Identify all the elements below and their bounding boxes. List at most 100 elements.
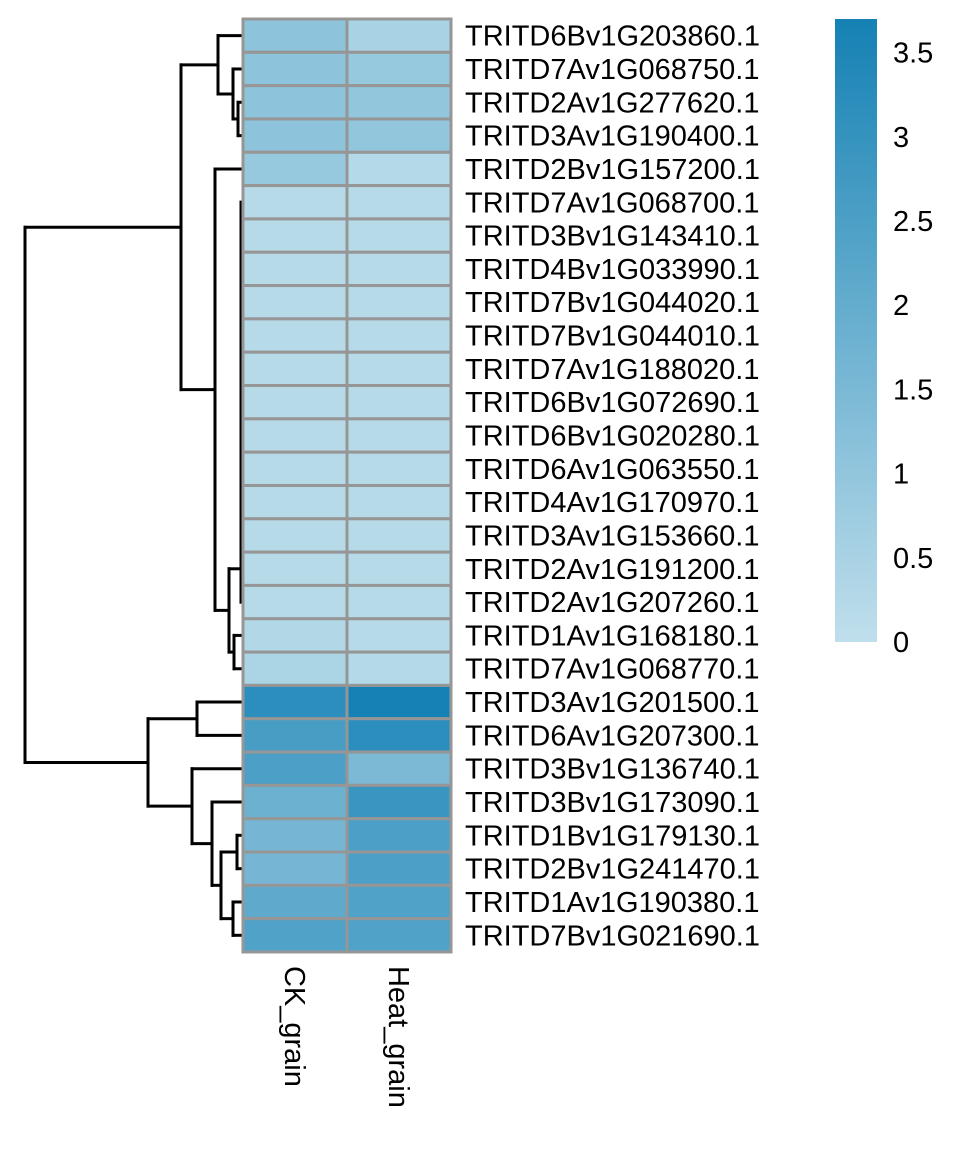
heatmap-cell	[241, 517, 349, 554]
heatmap-cell	[345, 84, 453, 121]
heatmap-cell	[241, 683, 349, 721]
heatmap-cell	[241, 817, 349, 854]
heatmap-cell	[345, 483, 453, 521]
row-label: TRITD1Bv1G179130.1	[465, 820, 760, 852]
heatmap-cell	[241, 250, 349, 288]
heatmap-cell	[345, 750, 453, 787]
heatmap-cell	[241, 483, 349, 521]
heatmap-cell	[241, 284, 349, 321]
row-label: TRITD7Av1G068750.1	[465, 54, 759, 86]
heatmap-cell	[345, 683, 453, 721]
row-labels: TRITD6Bv1G203860.1TRITD7Av1G068750.1TRIT…	[465, 21, 760, 953]
row-label: TRITD2Av1G191200.1	[465, 554, 759, 586]
row-label: TRITD3Bv1G173090.1	[465, 787, 760, 819]
legend-tick-label: 2	[893, 290, 909, 322]
row-label: TRITD2Bv1G157200.1	[465, 154, 760, 186]
legend-color-bar	[835, 19, 877, 642]
heatmap-cell	[345, 17, 453, 54]
row-label: TRITD7Bv1G044020.1	[465, 287, 760, 319]
row-label: TRITD4Av1G170970.1	[465, 487, 759, 519]
heatmap-cell	[241, 750, 349, 787]
heatmap-cell	[241, 550, 349, 587]
row-label: TRITD7Av1G068700.1	[465, 187, 759, 219]
heatmap-cell	[241, 650, 349, 687]
heatmap-cell	[345, 184, 453, 221]
heatmap-cell	[345, 450, 453, 487]
heatmap-cell	[345, 583, 453, 621]
color-legend: 0 0.5 1 1.5 2 2.5 3 3.5	[835, 19, 933, 659]
heatmap-cell	[241, 583, 349, 621]
heatmap-cell	[345, 384, 453, 421]
heatmap-cell	[241, 783, 349, 821]
heatmap-cell	[241, 617, 349, 654]
heatmap-cell	[345, 917, 453, 954]
row-label: TRITD6Bv1G072690.1	[465, 387, 760, 419]
heatmap-cell	[345, 717, 453, 754]
heatmap-cell	[241, 150, 349, 188]
row-label: TRITD6Bv1G020280.1	[465, 421, 760, 453]
row-label: TRITD3Av1G201500.1	[465, 687, 759, 719]
row-label: TRITD7Bv1G044010.1	[465, 321, 760, 353]
heatmap-cell	[345, 150, 453, 188]
heatmap-cell	[345, 217, 453, 254]
heatmap-cell	[345, 117, 453, 154]
row-dendrogram	[23, 34, 245, 937]
heatmap-cell	[241, 317, 349, 354]
row-label: TRITD2Av1G277620.1	[465, 87, 759, 119]
row-label: TRITD3Bv1G136740.1	[465, 754, 760, 786]
heatmap-cell	[241, 717, 349, 754]
heatmap-cell	[345, 250, 453, 288]
row-label: TRITD7Av1G068770.1	[465, 654, 759, 686]
heatmap-cell	[345, 317, 453, 354]
legend-tick-label: 0.5	[893, 543, 933, 575]
row-label: TRITD2Av1G207260.1	[465, 587, 759, 619]
heatmap-cell	[345, 783, 453, 821]
column-label: Heat_grain	[382, 966, 414, 1108]
row-label: TRITD6Av1G207300.1	[465, 720, 759, 752]
row-label: TRITD7Bv1G021690.1	[465, 920, 760, 952]
row-label: TRITD2Bv1G241470.1	[465, 854, 760, 886]
heatmap-cell	[345, 650, 453, 687]
row-label: TRITD1Av1G190380.1	[465, 887, 759, 919]
heatmap-cells	[241, 17, 453, 954]
column-labels: CK_grain Heat_grain	[278, 966, 414, 1108]
heatmap-cell	[241, 350, 349, 388]
heatmap-cell	[241, 84, 349, 121]
heatmap-cell	[241, 883, 349, 921]
heatmap-cell	[241, 850, 349, 887]
heatmap-cell	[241, 384, 349, 421]
row-label: TRITD3Bv1G143410.1	[465, 221, 760, 253]
heatmap-cell	[345, 817, 453, 854]
row-label: TRITD1Av1G168180.1	[465, 620, 759, 652]
row-label: TRITD6Av1G063550.1	[465, 454, 759, 486]
heatmap-cell	[345, 850, 453, 887]
heatmap-cell	[241, 117, 349, 154]
row-label: TRITD3Av1G153660.1	[465, 520, 759, 552]
heatmap-cell	[241, 217, 349, 254]
row-label: TRITD6Bv1G203860.1	[465, 21, 760, 53]
heatmap-cell	[241, 450, 349, 487]
heatmap-cell	[345, 50, 453, 88]
legend-tick-label: 3.5	[893, 38, 933, 70]
heatmap-cell	[345, 550, 453, 587]
legend-tick-label: 2.5	[893, 206, 933, 238]
heatmap-cell	[345, 617, 453, 654]
heatmap-cell	[241, 417, 349, 454]
legend-tick-label: 1	[893, 459, 909, 491]
legend-tick-label: 3	[893, 122, 909, 154]
heatmap-cell	[345, 883, 453, 921]
legend-tick-label: 1.5	[893, 374, 933, 406]
heatmap-cell	[241, 917, 349, 954]
row-label: TRITD4Bv1G033990.1	[465, 254, 760, 286]
heatmap-cell	[345, 284, 453, 321]
heatmap-cell	[345, 517, 453, 554]
row-label: TRITD7Av1G188020.1	[465, 354, 759, 386]
heatmap-cell	[345, 417, 453, 454]
legend-tick-label: 0	[893, 627, 909, 659]
column-label: CK_grain	[278, 966, 310, 1087]
heatmap-cell	[345, 350, 453, 388]
heatmap-cell	[241, 184, 349, 221]
heatmap-cell	[241, 17, 349, 54]
row-label: TRITD3Av1G190400.1	[465, 121, 759, 153]
